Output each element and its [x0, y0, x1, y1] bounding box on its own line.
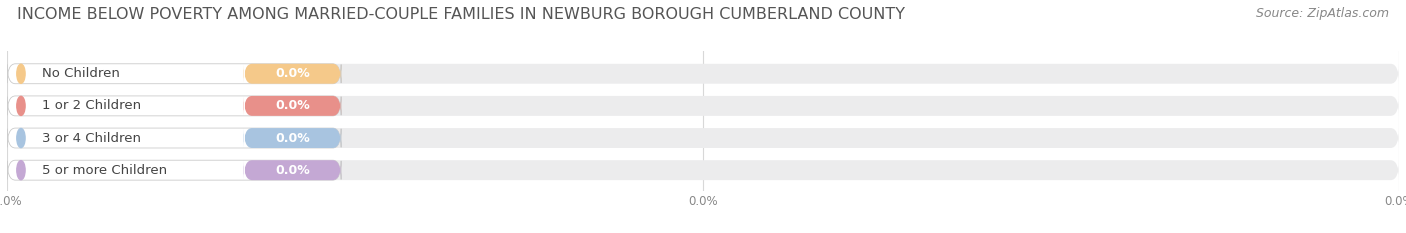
Text: INCOME BELOW POVERTY AMONG MARRIED-COUPLE FAMILIES IN NEWBURG BOROUGH CUMBERLAND: INCOME BELOW POVERTY AMONG MARRIED-COUPL… [17, 7, 905, 22]
Text: 1 or 2 Children: 1 or 2 Children [42, 99, 141, 112]
Text: Source: ZipAtlas.com: Source: ZipAtlas.com [1256, 7, 1389, 20]
Text: 5 or more Children: 5 or more Children [42, 164, 167, 177]
FancyBboxPatch shape [243, 128, 342, 148]
FancyBboxPatch shape [7, 128, 342, 148]
Text: 0.0%: 0.0% [276, 99, 309, 112]
FancyBboxPatch shape [7, 128, 1399, 148]
FancyBboxPatch shape [243, 160, 342, 180]
FancyBboxPatch shape [7, 64, 1399, 84]
FancyBboxPatch shape [7, 64, 342, 84]
FancyBboxPatch shape [243, 96, 342, 116]
Text: No Children: No Children [42, 67, 120, 80]
FancyBboxPatch shape [7, 96, 1399, 116]
FancyBboxPatch shape [7, 160, 1399, 180]
Circle shape [17, 128, 25, 147]
FancyBboxPatch shape [7, 160, 342, 180]
Text: 3 or 4 Children: 3 or 4 Children [42, 132, 141, 144]
Circle shape [17, 161, 25, 180]
FancyBboxPatch shape [7, 96, 342, 116]
Circle shape [17, 64, 25, 83]
FancyBboxPatch shape [243, 64, 342, 84]
Circle shape [17, 96, 25, 116]
Text: 0.0%: 0.0% [276, 67, 309, 80]
Text: 0.0%: 0.0% [276, 132, 309, 144]
Text: 0.0%: 0.0% [276, 164, 309, 177]
